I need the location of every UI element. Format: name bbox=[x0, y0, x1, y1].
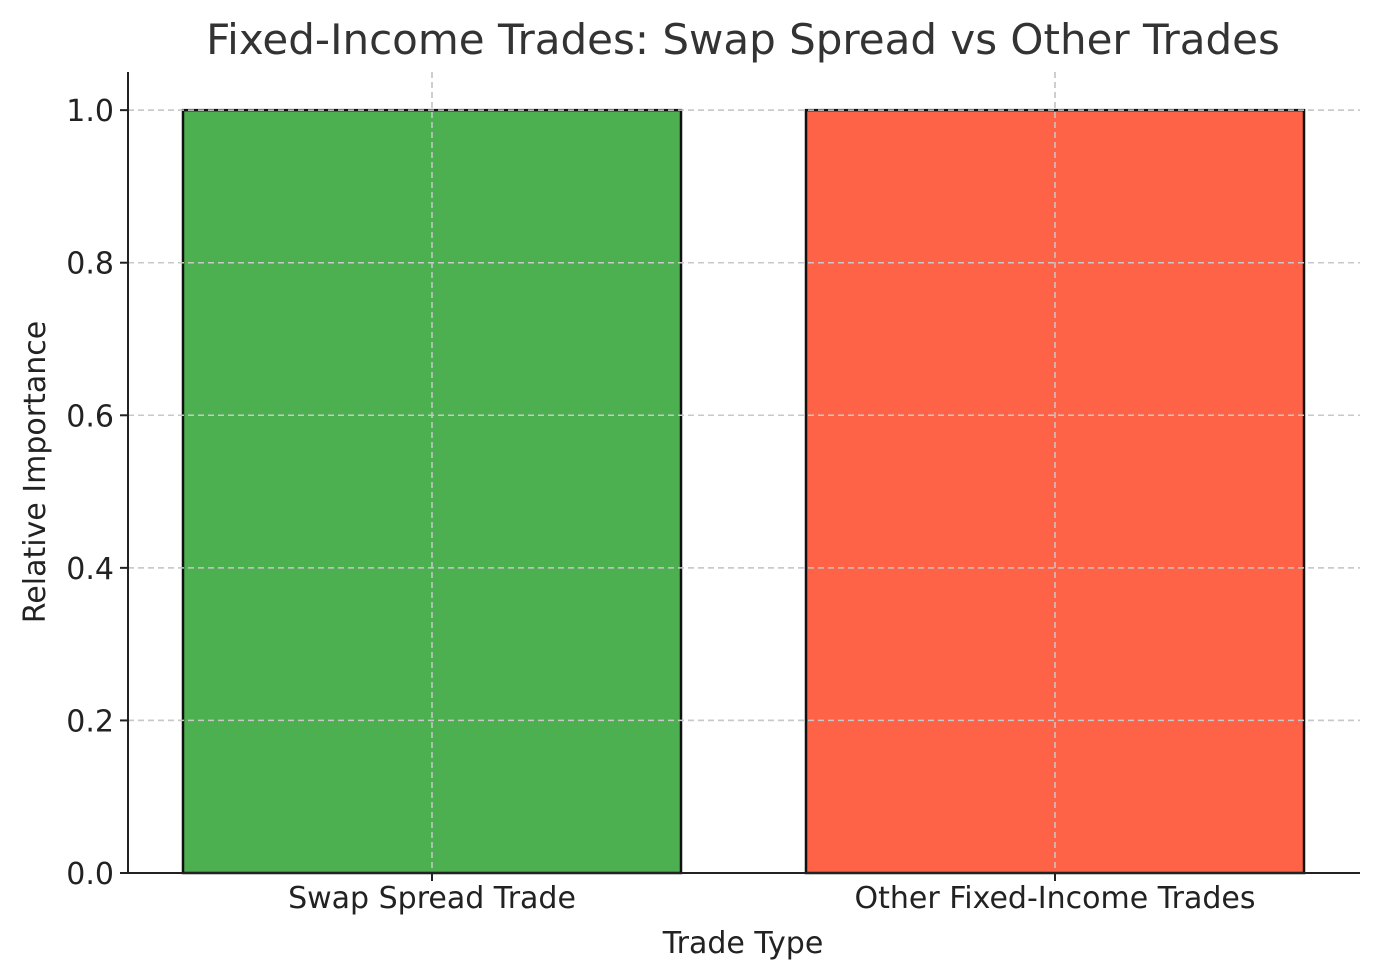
y-ticks: 0.0 0.2 0.4 0.6 0.8 1.0 bbox=[66, 94, 128, 892]
y-tick-label: 0.8 bbox=[66, 247, 114, 282]
x-ticks: Swap Spread Trade Other Fixed-Income Trad… bbox=[288, 873, 1255, 916]
x-axis-label: Trade Type bbox=[662, 926, 824, 961]
x-tick-label: Swap Spread Trade bbox=[288, 881, 576, 916]
bars bbox=[128, 72, 1360, 875]
axes bbox=[127, 72, 1360, 874]
y-tick-label: 0.4 bbox=[66, 552, 114, 587]
x-tick-label: Other Fixed-Income Trades bbox=[855, 881, 1256, 916]
chart-title: Fixed-Income Trades: Swap Spread vs Othe… bbox=[206, 15, 1280, 64]
y-tick-label: 1.0 bbox=[66, 94, 114, 129]
y-tick-label: 0.0 bbox=[66, 857, 114, 892]
y-tick-label: 0.2 bbox=[66, 704, 114, 739]
y-axis-label: Relative Importance bbox=[18, 321, 53, 623]
y-tick-label: 0.6 bbox=[66, 399, 114, 434]
